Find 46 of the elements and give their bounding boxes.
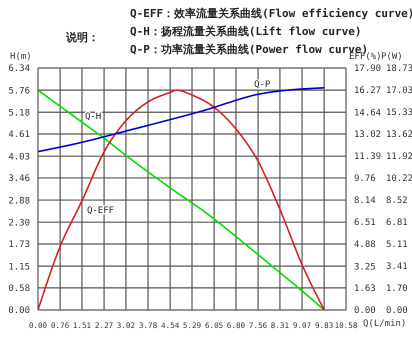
y-tick-label: 3.46 xyxy=(8,174,30,184)
y2-tick-label: 1.63 xyxy=(354,284,376,294)
y2-tick-label: 8.14 xyxy=(354,196,376,206)
y3-tick-label: 8.52 xyxy=(386,196,408,206)
y-tick-label: 2.88 xyxy=(8,196,30,206)
y3-tick-label: 5.11 xyxy=(386,240,408,250)
y2-tick-label: 17.90 xyxy=(354,64,382,74)
series-label: Q-H xyxy=(84,112,102,122)
y2-axis-title: EFF(%) xyxy=(349,52,382,62)
y2-tick-label: 16.27 xyxy=(354,86,382,96)
y-tick-label: 5.76 xyxy=(8,86,30,96)
y3-tick-label: 10.22 xyxy=(386,174,412,184)
y3-tick-label: 1.70 xyxy=(386,284,408,294)
y2-tick-label: 9.76 xyxy=(354,174,376,184)
y-tick-label: 2.30 xyxy=(8,218,30,228)
text: Q-EFF：效率流量关系曲线(Flow efficiency curve) xyxy=(130,6,412,21)
y2-tick-label: 14.64 xyxy=(354,108,382,118)
y3-tick-label: 0.00 xyxy=(386,306,408,316)
text: 说明： xyxy=(66,30,99,45)
y2-tick-label: 0.00 xyxy=(354,306,376,316)
y3-tick-label: 18.73 xyxy=(386,64,412,74)
y-axis-title: H(m) xyxy=(10,52,32,62)
line-series xyxy=(38,86,325,152)
line-series xyxy=(38,89,325,310)
y-tick-label: 0.00 xyxy=(8,306,30,316)
y-tick-label: 5.18 xyxy=(8,108,30,118)
y-tick-label: 4.61 xyxy=(8,130,30,140)
y3-tick-label: 17.03 xyxy=(386,86,412,96)
text: Q-H：扬程流量关系曲线(Lift flow curve) xyxy=(130,24,362,39)
y3-tick-label: 11.92 xyxy=(386,152,412,162)
y-tick-label: 1.15 xyxy=(8,262,30,272)
y3-tick-label: 6.81 xyxy=(386,218,408,228)
y3-tick-label: 13.62 xyxy=(386,130,412,140)
y2-tick-label: 4.88 xyxy=(354,240,376,250)
y-tick-label: 4.03 xyxy=(8,152,30,162)
x-axis-title: Q(L/min) xyxy=(363,319,406,329)
y2-tick-label: 6.51 xyxy=(354,218,376,228)
y2-tick-label: 11.39 xyxy=(354,152,382,162)
y-tick-label: 1.73 xyxy=(8,240,30,250)
y2-tick-label: 13.02 xyxy=(354,130,382,140)
y3-tick-label: 3.41 xyxy=(386,262,408,272)
y2-tick-label: 3.25 xyxy=(354,262,376,272)
y-tick-label: 0.58 xyxy=(8,284,30,294)
y-tick-label: 6.34 xyxy=(8,64,30,74)
y3-tick-label: 15.33 xyxy=(386,108,412,118)
y3-axis-title: P(W) xyxy=(381,52,403,62)
